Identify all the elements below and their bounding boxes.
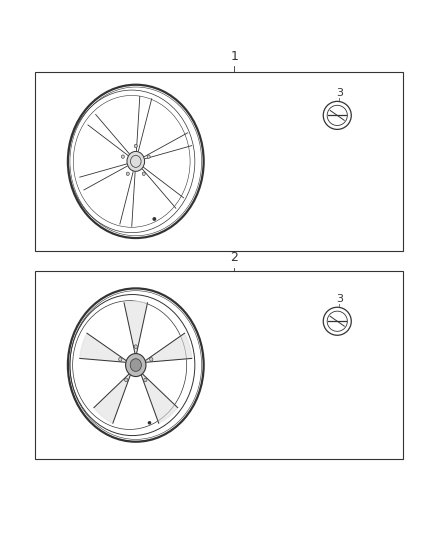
Polygon shape [141, 374, 178, 423]
Text: 2: 2 [230, 252, 238, 264]
Ellipse shape [142, 172, 145, 175]
Polygon shape [146, 333, 192, 362]
Ellipse shape [130, 359, 141, 372]
Ellipse shape [127, 151, 145, 171]
Polygon shape [94, 374, 130, 423]
Ellipse shape [147, 155, 150, 158]
Ellipse shape [126, 353, 146, 376]
Text: 3: 3 [336, 88, 343, 98]
Circle shape [153, 218, 155, 220]
Ellipse shape [124, 378, 128, 382]
Ellipse shape [126, 172, 129, 175]
Ellipse shape [134, 345, 138, 349]
Text: 1: 1 [230, 50, 238, 63]
Ellipse shape [121, 155, 124, 158]
Ellipse shape [119, 358, 122, 361]
Ellipse shape [134, 144, 137, 148]
Text: 3: 3 [336, 294, 343, 304]
Bar [35, 271, 403, 459]
Ellipse shape [150, 358, 153, 361]
Bar [35, 71, 403, 251]
Circle shape [148, 422, 151, 424]
Polygon shape [80, 333, 126, 362]
Ellipse shape [144, 378, 147, 382]
Polygon shape [124, 302, 148, 353]
